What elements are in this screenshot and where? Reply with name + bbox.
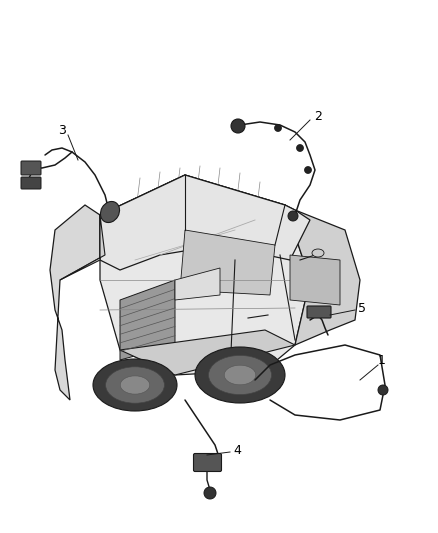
Text: 3: 3	[58, 124, 66, 136]
Text: 5: 5	[358, 302, 366, 314]
Ellipse shape	[100, 201, 120, 223]
Polygon shape	[100, 175, 310, 270]
Polygon shape	[120, 280, 175, 360]
Polygon shape	[285, 205, 360, 345]
Circle shape	[304, 166, 311, 174]
Circle shape	[231, 119, 245, 133]
Polygon shape	[50, 205, 105, 400]
Ellipse shape	[106, 367, 164, 403]
Ellipse shape	[224, 365, 256, 385]
Circle shape	[378, 385, 388, 395]
Polygon shape	[100, 175, 310, 375]
Polygon shape	[290, 255, 340, 305]
Circle shape	[297, 144, 304, 151]
Ellipse shape	[208, 356, 272, 394]
FancyBboxPatch shape	[21, 177, 41, 189]
Text: 2: 2	[314, 110, 322, 124]
Polygon shape	[100, 175, 295, 255]
Ellipse shape	[312, 249, 324, 257]
Polygon shape	[60, 215, 105, 280]
FancyBboxPatch shape	[307, 306, 331, 318]
Ellipse shape	[120, 376, 150, 394]
FancyBboxPatch shape	[194, 454, 222, 472]
Text: 1: 1	[378, 353, 386, 367]
Circle shape	[275, 125, 282, 132]
Circle shape	[204, 487, 216, 499]
Text: 4: 4	[233, 443, 241, 456]
Polygon shape	[175, 268, 220, 300]
Circle shape	[288, 211, 298, 221]
Polygon shape	[120, 330, 295, 375]
FancyBboxPatch shape	[21, 161, 41, 175]
Ellipse shape	[195, 347, 285, 403]
Polygon shape	[180, 230, 275, 295]
Ellipse shape	[93, 359, 177, 411]
